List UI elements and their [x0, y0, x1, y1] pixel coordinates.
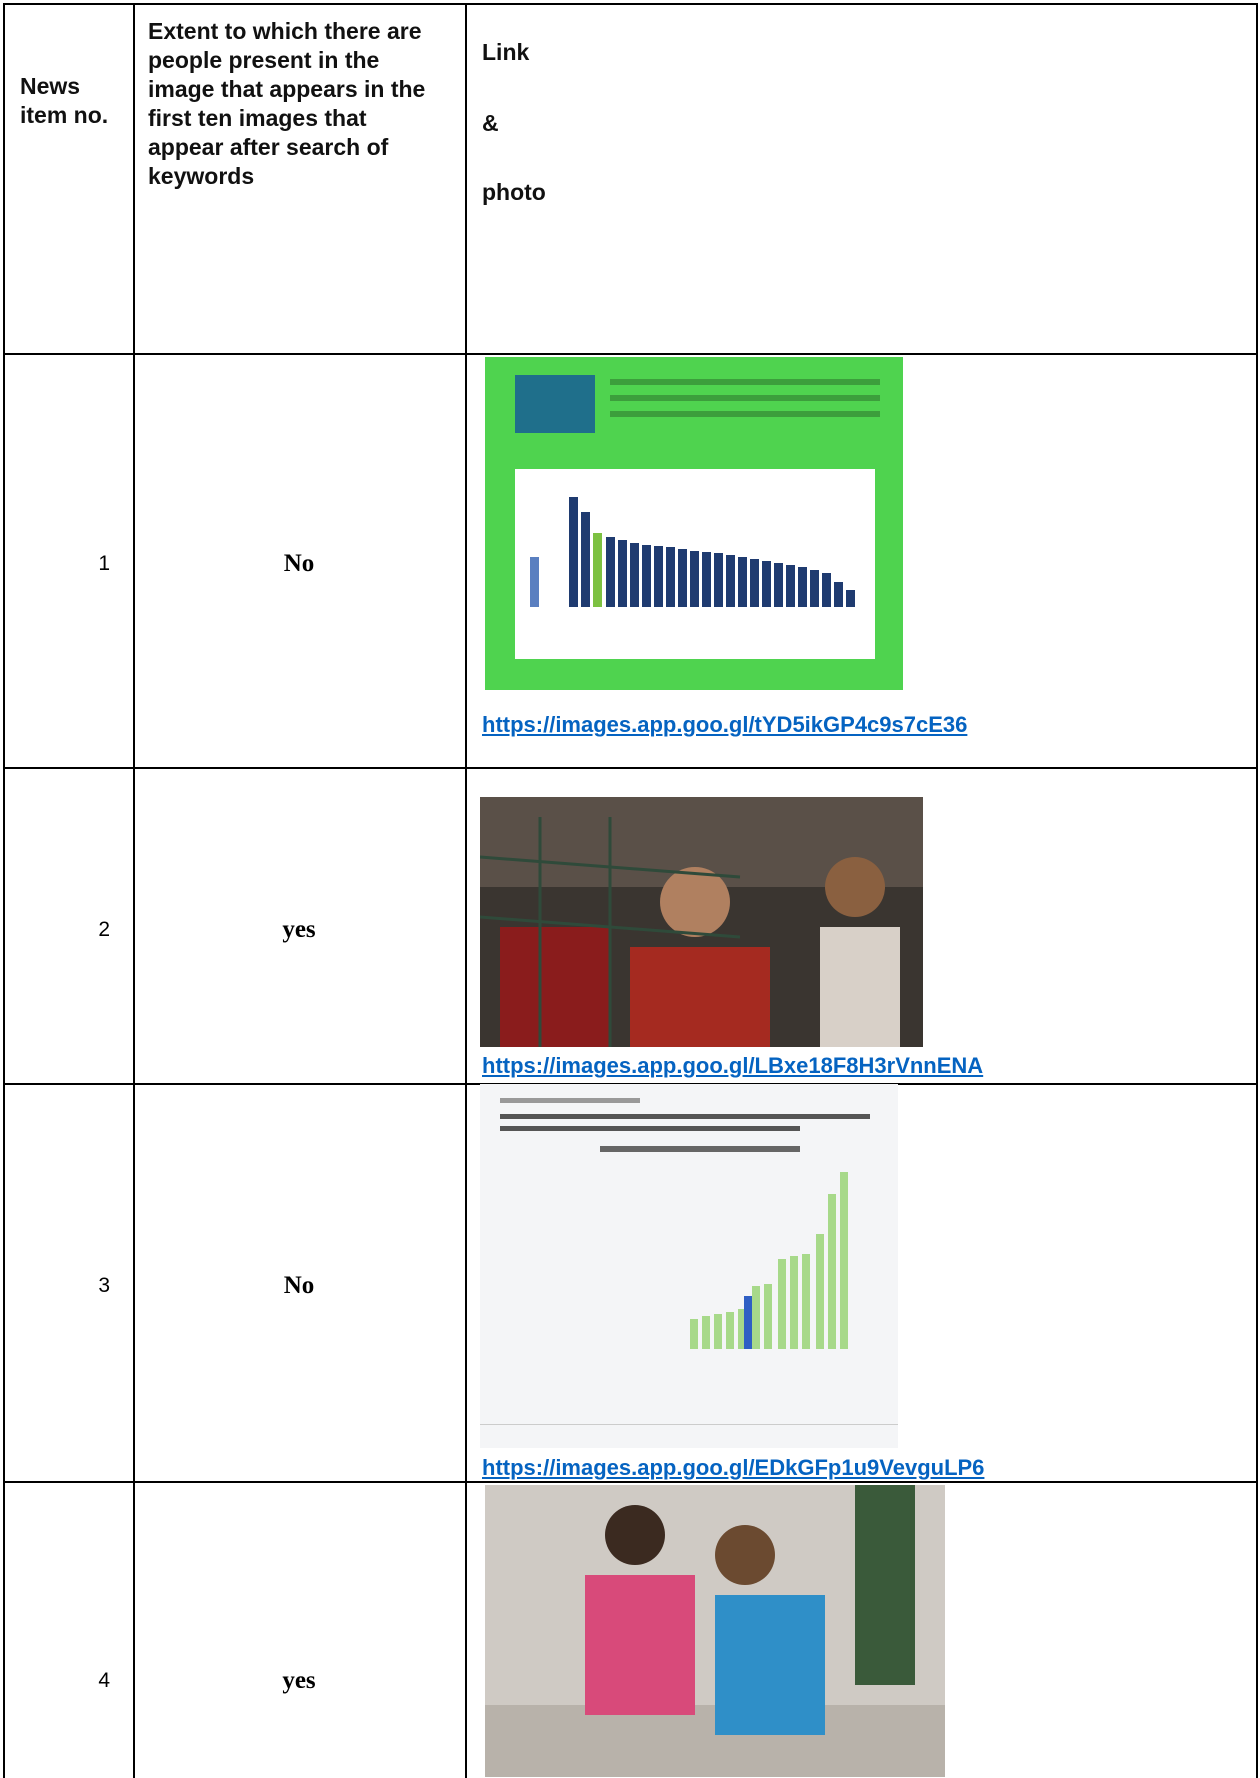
border	[3, 1481, 1258, 1483]
people-cell: No	[134, 550, 464, 578]
document: News item no. Extent to which there are …	[0, 0, 1260, 1778]
border	[465, 3, 467, 1778]
row-number: 2	[0, 918, 110, 942]
row-number: 3	[0, 1274, 110, 1298]
border	[3, 3, 5, 1778]
chart-image	[480, 1084, 898, 1448]
header-cell: News item no.	[20, 72, 120, 130]
photo	[485, 1485, 945, 1777]
border	[133, 3, 135, 1778]
border	[3, 353, 1258, 355]
header-cell: photo	[482, 178, 546, 207]
people-cell: No	[134, 1272, 464, 1300]
people-cell: yes	[134, 916, 464, 944]
border	[1256, 3, 1258, 1778]
link[interactable]: https://images.app.goo.gl/EDkGFp1u9Vevgu…	[482, 1455, 984, 1481]
link[interactable]: https://images.app.goo.gl/LBxe18F8H3rVnn…	[482, 1053, 983, 1079]
chart-image	[485, 357, 903, 690]
people-cell: yes	[134, 1667, 464, 1695]
header-cell: Link	[482, 38, 529, 67]
border	[3, 3, 1258, 5]
photo	[480, 797, 923, 1047]
header-cell: &	[482, 109, 499, 138]
border	[3, 767, 1258, 769]
link[interactable]: https://images.app.goo.gl/tYD5ikGP4c9s7c…	[482, 712, 967, 738]
header-cell: Extent to which there are people present…	[148, 17, 448, 191]
row-number: 4	[0, 1669, 110, 1693]
row-number: 1	[0, 552, 110, 576]
